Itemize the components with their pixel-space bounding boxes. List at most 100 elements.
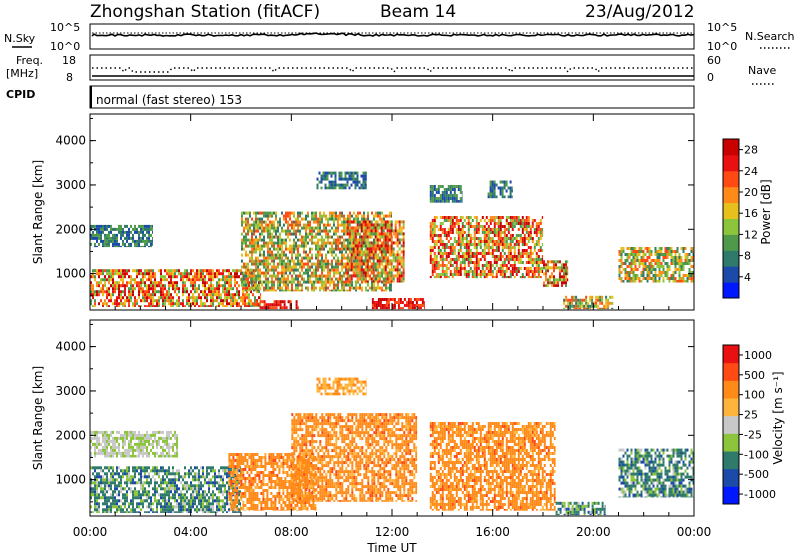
range-time-cell (287, 229, 289, 233)
range-time-cell (340, 186, 343, 190)
range-time-cell (255, 229, 257, 233)
range-time-cell (565, 298, 568, 302)
range-time-cell (132, 239, 134, 243)
range-time-cell (382, 241, 385, 245)
range-time-cell (277, 238, 279, 242)
range-time-cell (96, 481, 98, 485)
range-time-cell (553, 275, 555, 279)
range-time-cell (662, 280, 665, 283)
range-time-cell (388, 229, 391, 233)
range-time-cell (126, 475, 128, 479)
range-time-cell (241, 271, 243, 275)
range-time-cell (232, 299, 234, 303)
range-time-cell (692, 274, 694, 277)
range-time-cell (271, 211, 273, 215)
range-time-cell (686, 259, 689, 262)
range-time-cell (352, 253, 355, 257)
range-time-cell (354, 241, 357, 245)
range-time-cell (222, 290, 224, 294)
range-time-cell (196, 272, 198, 276)
range-time-cell (539, 237, 542, 240)
range-time-cell (152, 293, 154, 297)
range-time-cell (142, 245, 144, 248)
range-time-cell (236, 302, 238, 306)
range-time-cell (662, 271, 665, 274)
range-time-cell (654, 259, 657, 262)
range-time-cell (389, 298, 392, 301)
range-time-cell (666, 250, 669, 253)
range-time-cell (398, 247, 401, 251)
range-time-cell (329, 229, 331, 233)
range-time-cell (255, 217, 257, 221)
range-time-cell (507, 186, 510, 190)
range-time-cell (212, 305, 214, 307)
range-time-cell (100, 496, 102, 500)
range-time-cell (198, 305, 200, 307)
range-time-cell (591, 301, 594, 305)
range-time-cell (519, 276, 522, 279)
range-time-cell (489, 183, 492, 187)
range-time-cell (321, 253, 323, 257)
range-time-cell (212, 272, 214, 276)
range-time-cell (289, 265, 291, 269)
range-time-cell (543, 281, 545, 285)
range-time-cell (433, 219, 436, 222)
range-time-cell (309, 265, 311, 269)
range-time-cell (281, 265, 283, 269)
range-time-cell (102, 227, 104, 231)
range-time-cell (156, 505, 158, 509)
range-time-cell (299, 220, 301, 224)
range-time-cell (283, 280, 285, 284)
range-time-cell (523, 225, 526, 228)
range-time-cell (271, 253, 273, 257)
range-time-cell (364, 229, 367, 233)
range-time-cell (398, 268, 401, 272)
range-time-cell (429, 231, 432, 234)
range-time-cell (305, 223, 307, 227)
range-time-cell (525, 222, 528, 225)
range-time-cell (118, 272, 120, 276)
range-time-cell (394, 220, 397, 224)
range-time-cell (128, 245, 130, 248)
range-time-cell (248, 302, 250, 306)
range-time-cell (505, 243, 508, 246)
range-time-cell (261, 232, 263, 236)
range-time-cell (134, 227, 136, 231)
range-time-cell (245, 250, 247, 254)
range-time-cell (333, 283, 335, 287)
range-time-cell (104, 284, 106, 288)
range-time-cell (188, 305, 190, 307)
range-time-cell (525, 252, 528, 255)
range-time-cell (238, 296, 240, 300)
range-time-cell (144, 224, 146, 228)
range-time-cell (535, 228, 538, 231)
range-time-cell (190, 281, 192, 285)
range-time-cell (251, 268, 253, 272)
range-time-cell (356, 226, 359, 230)
range-time-cell (400, 280, 403, 283)
range-time-cell (317, 226, 319, 230)
range-time-cell (295, 277, 297, 281)
range-time-cell (533, 219, 536, 222)
range-time-cell (626, 247, 629, 250)
range-time-cell (92, 487, 94, 491)
range-time-cell (372, 244, 375, 248)
range-time-cell (299, 274, 301, 278)
range-time-cell (356, 256, 359, 260)
range-time-cell (152, 296, 154, 300)
range-time-cell (307, 232, 309, 236)
range-time-cell (384, 238, 387, 242)
range-time-cell (134, 245, 136, 248)
range-time-cell (162, 299, 164, 303)
range-time-cell (241, 217, 243, 221)
range-time-cell (567, 298, 570, 302)
range-time-cell (269, 286, 271, 290)
range-time-cell (348, 259, 351, 263)
range-time-cell (545, 263, 547, 267)
range-time-cell (232, 296, 234, 300)
range-time-cell (108, 224, 110, 228)
range-time-cell (335, 283, 337, 287)
range-time-cell (176, 302, 178, 306)
range-time-cell (386, 241, 389, 245)
range-time-cell (102, 242, 104, 246)
